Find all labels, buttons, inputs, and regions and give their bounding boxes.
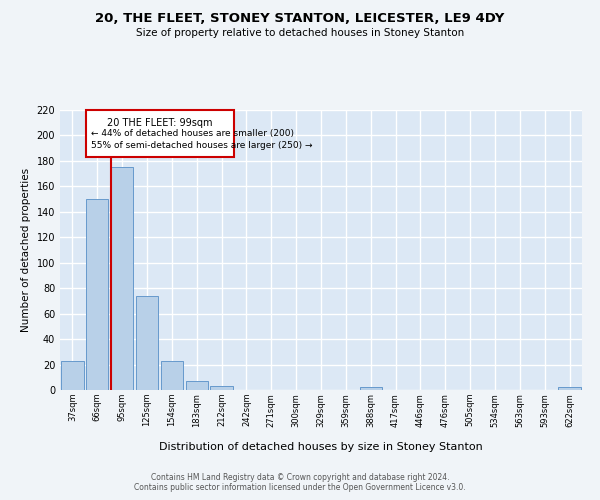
Text: Contains HM Land Registry data © Crown copyright and database right 2024.
Contai: Contains HM Land Registry data © Crown c… (134, 473, 466, 492)
Text: 20, THE FLEET, STONEY STANTON, LEICESTER, LE9 4DY: 20, THE FLEET, STONEY STANTON, LEICESTER… (95, 12, 505, 26)
Bar (211, 386, 233, 390)
Bar (559, 388, 581, 390)
Bar (86, 199, 109, 390)
Bar (136, 296, 158, 390)
Bar (185, 381, 208, 390)
Text: 55% of semi-detached houses are larger (250) →: 55% of semi-detached houses are larger (… (91, 140, 313, 149)
Bar (111, 168, 133, 390)
Text: Size of property relative to detached houses in Stoney Stanton: Size of property relative to detached ho… (136, 28, 464, 38)
Y-axis label: Number of detached properties: Number of detached properties (21, 168, 31, 332)
Bar (161, 360, 183, 390)
Bar (359, 388, 382, 390)
Text: Distribution of detached houses by size in Stoney Stanton: Distribution of detached houses by size … (159, 442, 483, 452)
FancyBboxPatch shape (86, 110, 234, 157)
Text: 20 THE FLEET: 99sqm: 20 THE FLEET: 99sqm (107, 118, 213, 128)
Bar (61, 360, 83, 390)
Text: ← 44% of detached houses are smaller (200): ← 44% of detached houses are smaller (20… (91, 129, 294, 138)
